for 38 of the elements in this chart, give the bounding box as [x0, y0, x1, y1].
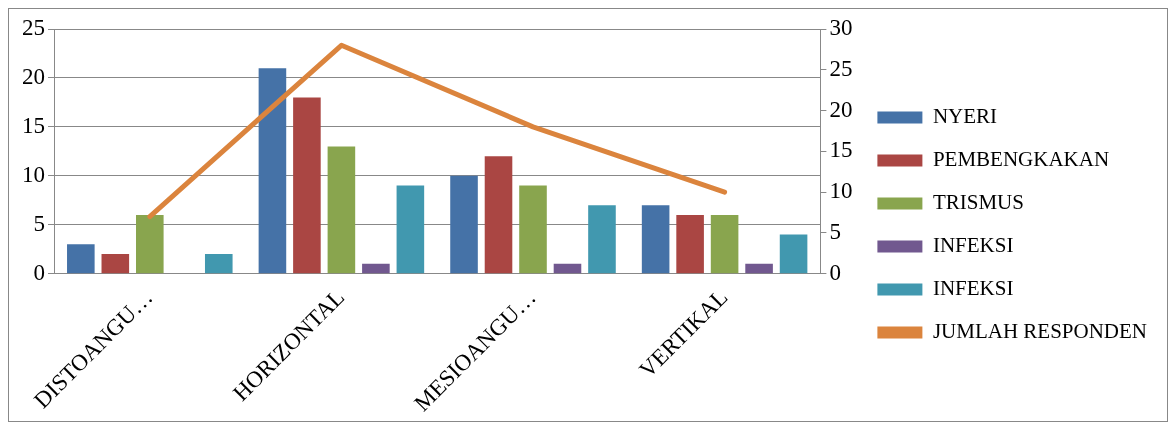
bar: [588, 205, 616, 274]
bar: [553, 263, 582, 274]
y-tick-label: 0: [33, 259, 45, 285]
y2-tick-label: 30: [829, 15, 853, 41]
bar: [327, 146, 356, 274]
bar: [204, 254, 233, 274]
bar: [362, 263, 390, 274]
legend-label: NYERI: [932, 104, 998, 129]
legend-label: TRISMUS: [932, 190, 1024, 215]
bar: [396, 185, 425, 274]
bar: [519, 185, 547, 274]
y2-tick-label: 0: [829, 259, 841, 285]
bar: [101, 254, 130, 274]
bar: [641, 205, 670, 274]
bar: [450, 175, 478, 274]
bar: [67, 244, 95, 274]
y2-tick-label: 5: [829, 218, 841, 244]
y2-tick-label: 10: [829, 178, 853, 204]
bar: [710, 214, 739, 274]
bar: [484, 156, 513, 274]
y-tick-label: 25: [22, 15, 45, 41]
y-tick-label: 10: [22, 161, 45, 187]
bar: [136, 214, 164, 274]
bar: [258, 68, 287, 274]
legend-label: PEMBENGKAKAN: [932, 147, 1110, 172]
y-tick-label: 15: [22, 112, 45, 138]
bar: [676, 214, 704, 274]
y-tick-label: 20: [22, 63, 45, 89]
y2-tick-label: 25: [829, 55, 853, 81]
bar: [745, 263, 773, 274]
legend-label: JUMLAH RESPONDEN: [932, 319, 1148, 344]
bar: [779, 234, 808, 274]
bar: [293, 97, 321, 274]
legend-label: INFEKSI: [932, 276, 1014, 301]
y-tick-label: 5: [33, 210, 45, 236]
y2-tick-label: 15: [829, 137, 853, 163]
y2-tick-label: 20: [829, 96, 853, 122]
legend-label: INFEKSI: [932, 233, 1014, 258]
